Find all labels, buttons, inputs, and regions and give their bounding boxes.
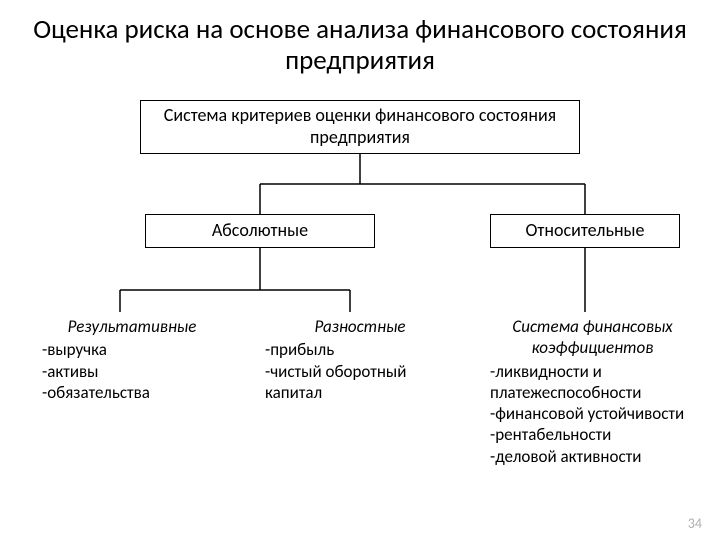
leaf-diff-items: -прибыль-чистый оборотный капитал <box>265 339 455 403</box>
leaf-diff-heading: Разностные <box>265 316 455 337</box>
absolute-node-label: Абсолютные <box>212 220 308 242</box>
relative-node-label: Относительные <box>525 220 644 242</box>
leaf-result-items: -выручка-активы-обязательства <box>42 339 222 403</box>
leaf-result-heading: Результативные <box>42 316 222 337</box>
root-node: Система критериев оценки финансового сос… <box>140 100 580 154</box>
leaf-coef: Система финансовых коэффициентов -ликвид… <box>490 316 695 467</box>
root-node-label: Система критериев оценки финансового сос… <box>149 105 571 148</box>
leaf-diff: Разностные -прибыль-чистый оборотный кап… <box>265 316 455 403</box>
leaf-coef-items: -ликвидности и платежеспособности-финанс… <box>490 361 695 467</box>
leaf-result: Результативные -выручка-активы-обязатель… <box>42 316 222 403</box>
relative-node: Относительные <box>490 214 680 248</box>
page-number: 34 <box>688 515 702 532</box>
absolute-node: Абсолютные <box>145 214 375 248</box>
leaf-coef-heading: Система финансовых коэффициентов <box>490 316 695 359</box>
page-title: Оценка риска на основе анализа финансово… <box>0 0 720 80</box>
